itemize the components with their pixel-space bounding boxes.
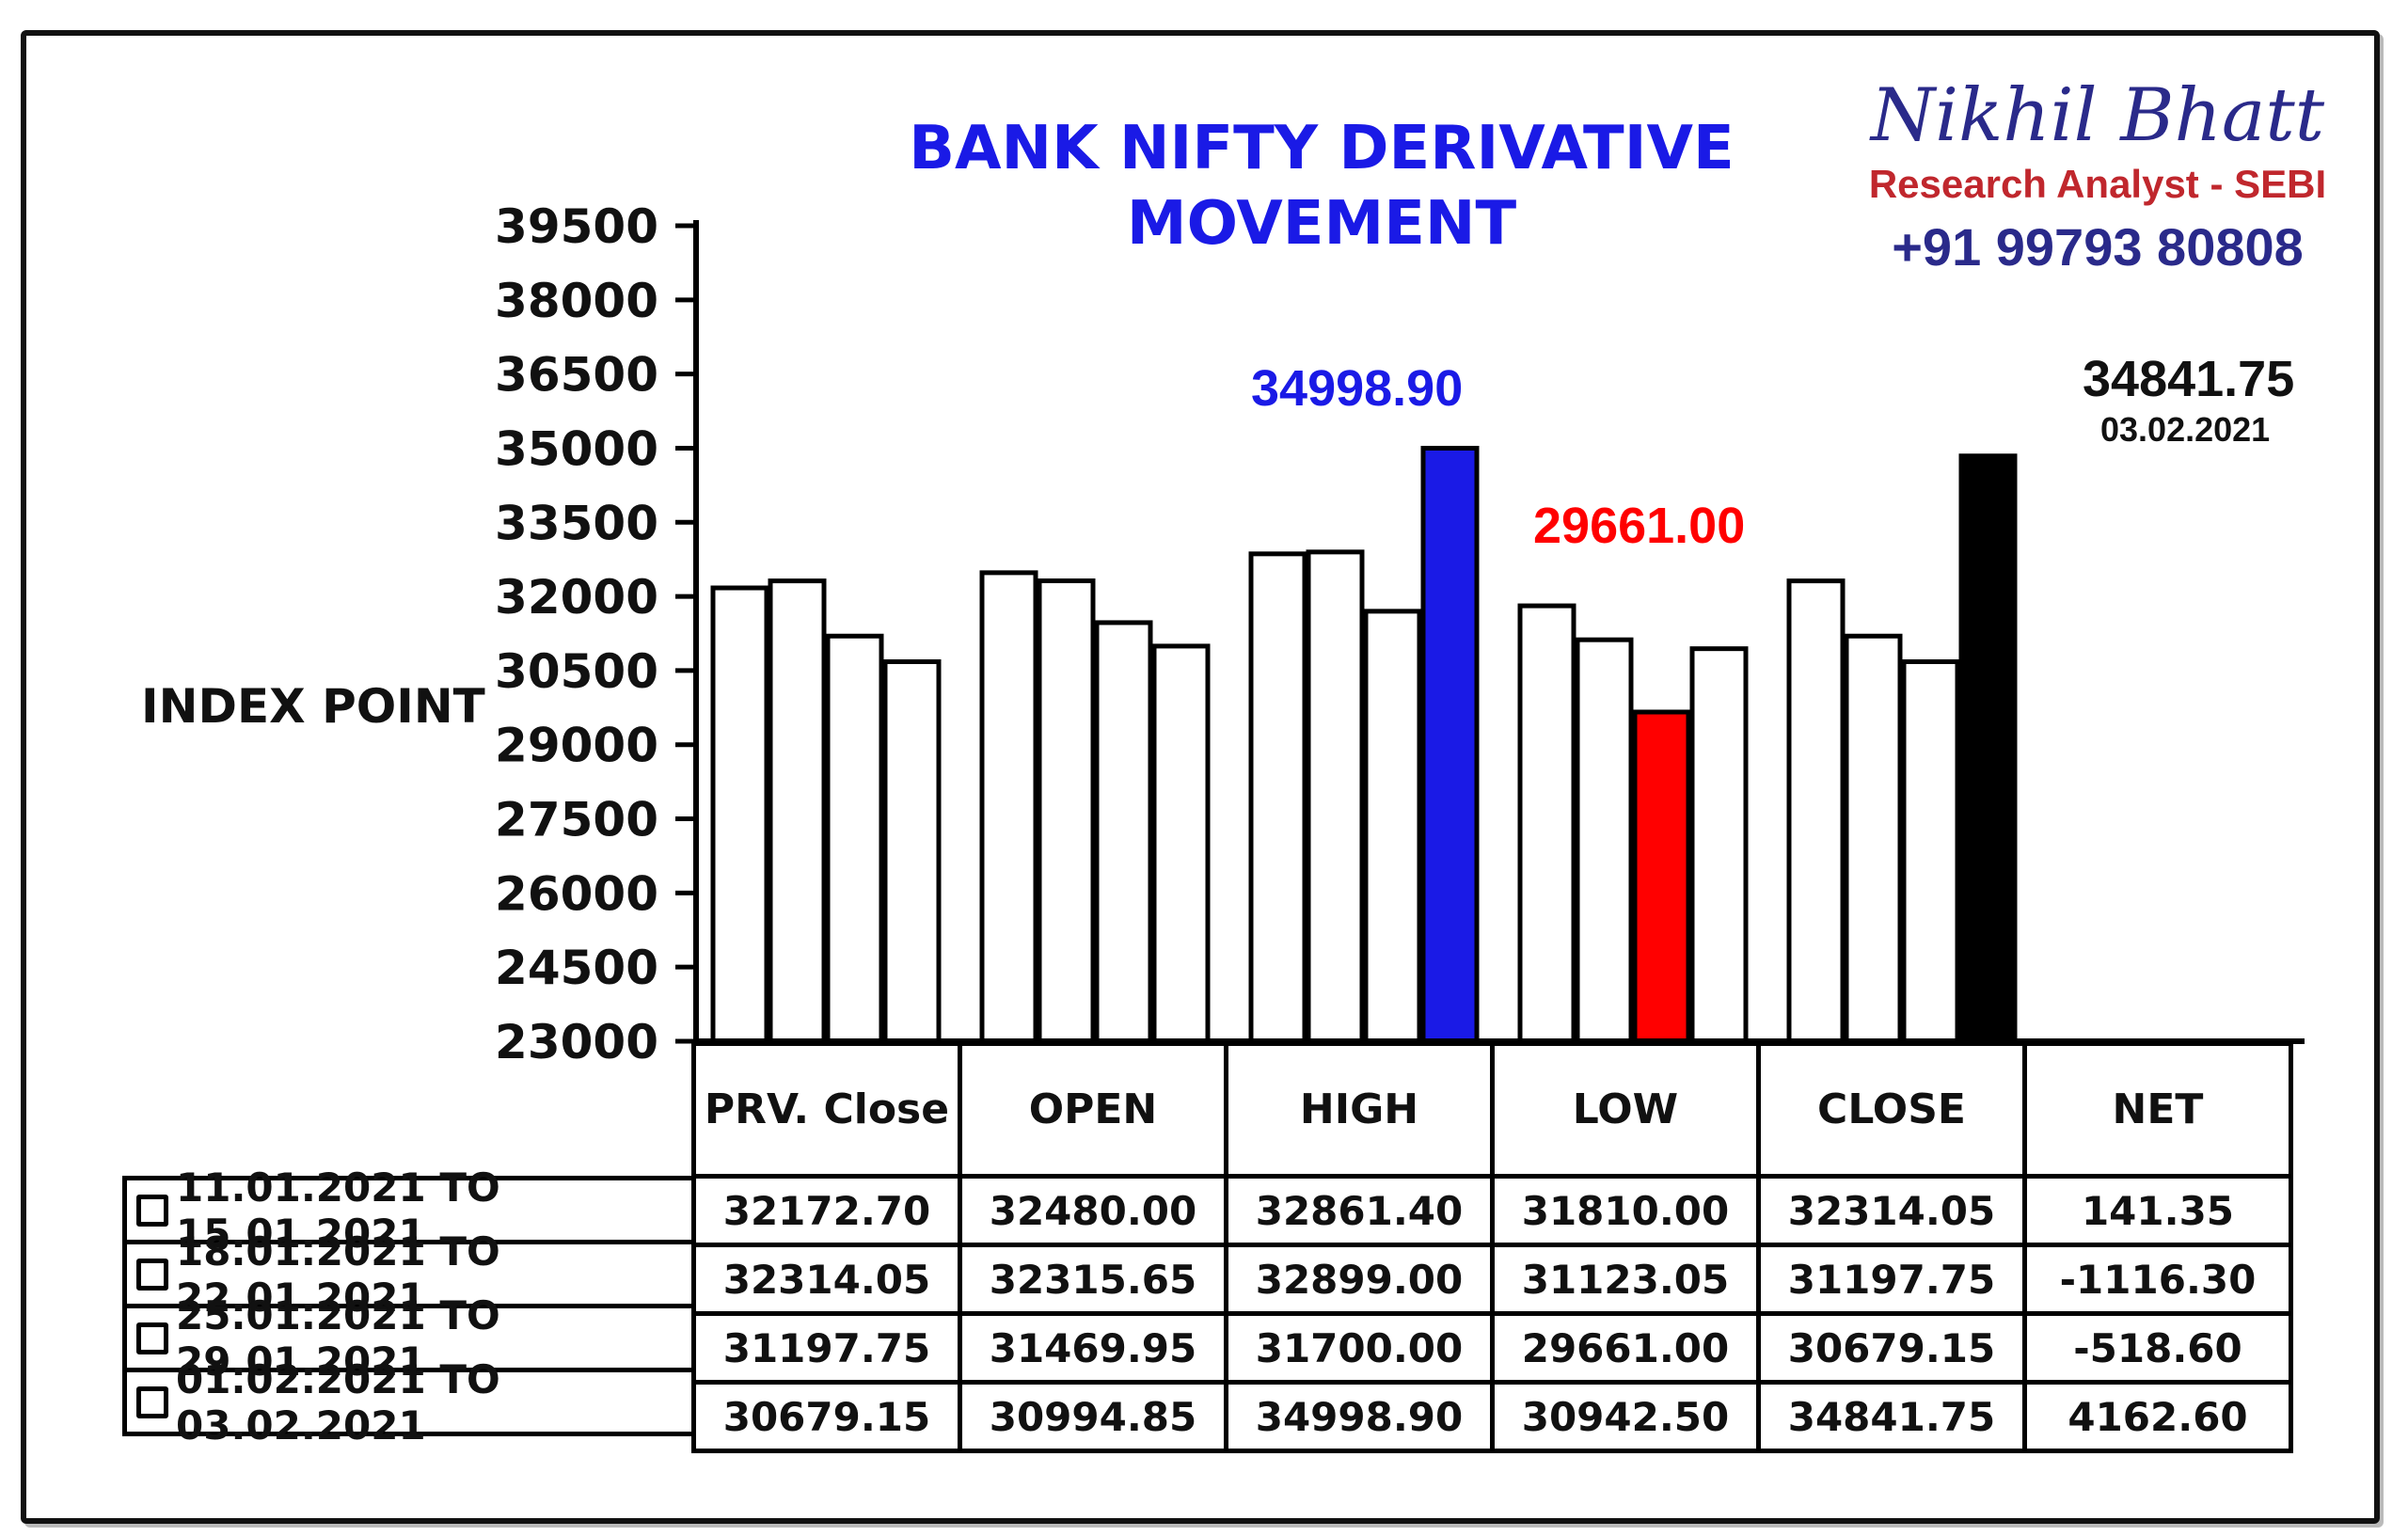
- low-annotation: 29661.00: [1533, 498, 1746, 554]
- table-cell: 30942.50: [1490, 1380, 1761, 1453]
- table-cell: 31700.00: [1224, 1311, 1495, 1385]
- row-label: 11.01.2021 TO 15.01.2021: [122, 1164, 691, 1257]
- row-label-text: 11.01.2021 TO 15.01.2021: [176, 1164, 500, 1257]
- table-cell: 32315.65: [958, 1243, 1228, 1316]
- y-tick-label: 30500: [495, 644, 658, 699]
- table-cell: 31197.75: [691, 1311, 962, 1385]
- header-open: OPEN: [958, 1041, 1228, 1179]
- bar: [825, 633, 884, 1044]
- y-tick-label: 39500: [495, 199, 658, 254]
- table-cell: 34998.90: [1224, 1380, 1495, 1453]
- bar: [1151, 643, 1211, 1044]
- bar: [1844, 633, 1903, 1044]
- table-row: 30679.15 30994.85 34998.90 30942.50 3484…: [691, 1380, 2293, 1453]
- bar: [1306, 549, 1365, 1044]
- y-tick-label: 33500: [495, 496, 658, 550]
- row-labels: 11.01.2021 TO 15.01.2021 18.01.2021 TO 2…: [122, 1164, 691, 1449]
- legend-square-icon: [136, 1322, 168, 1354]
- brand-name: Nikhil Bhatt: [1870, 73, 2325, 158]
- bar: [979, 570, 1038, 1044]
- y-tick-label: 27500: [495, 793, 658, 847]
- table-cell: 32314.05: [691, 1243, 962, 1316]
- row-label-text: 01.02.2021 TO 03.02.2021: [176, 1355, 500, 1449]
- y-tick-label: 23000: [495, 1015, 658, 1069]
- bar: [768, 578, 827, 1044]
- title-line-2: MOVEMENT: [1126, 189, 1517, 259]
- row-label: 18.01.2021 TO 22.01.2021: [122, 1228, 691, 1321]
- y-tick-label: 36500: [495, 348, 658, 403]
- close-annotation: 34841.75: [2083, 351, 2295, 407]
- header-high: HIGH: [1224, 1041, 1495, 1179]
- table-cell: 32172.70: [691, 1174, 962, 1247]
- table-cell: 31810.00: [1490, 1174, 1761, 1247]
- table-cell: -1116.30: [2022, 1243, 2293, 1316]
- table-cell: 32899.00: [1224, 1243, 1495, 1316]
- table-cell: 141.35: [2022, 1174, 2293, 1247]
- table-cell: 30679.15: [1756, 1311, 2027, 1385]
- table-row: 32314.05 32315.65 32899.00 31123.05 3119…: [691, 1243, 2293, 1316]
- legend-square-icon: [136, 1258, 168, 1291]
- bar: [1420, 446, 1480, 1044]
- bar: [882, 658, 942, 1044]
- table-header-row: PRV. Close OPEN HIGH LOW CLOSE NET: [691, 1041, 2293, 1179]
- y-axis-label: INDEX POINT: [141, 679, 485, 734]
- header-prv-close: PRV. Close: [691, 1041, 962, 1179]
- table-cell: -518.60: [2022, 1311, 2293, 1385]
- y-tick-label: 24500: [495, 941, 658, 995]
- table-cell: 31469.95: [958, 1311, 1228, 1385]
- bar: [1517, 603, 1576, 1044]
- row-label-text: 18.01.2021 TO 22.01.2021: [176, 1227, 500, 1321]
- bar: [1094, 620, 1153, 1044]
- y-tick-label: 38000: [495, 274, 658, 328]
- bar: [710, 585, 769, 1044]
- y-tick-label: 35000: [495, 421, 658, 476]
- brand-role: Research Analyst - SEBI: [1868, 162, 2327, 206]
- legend-square-icon: [136, 1386, 168, 1418]
- chart-title: BANK NIFTY DERIVATIVE MOVEMENT: [875, 111, 1768, 261]
- table-cell: 34841.75: [1756, 1380, 2027, 1453]
- table-cell: 30679.15: [691, 1380, 962, 1453]
- table-cell: 30994.85: [958, 1380, 1228, 1453]
- high-annotation: 34998.90: [1251, 360, 1464, 417]
- table-row: 32172.70 32480.00 32861.40 31810.00 3231…: [691, 1174, 2293, 1247]
- close-date-annotation: 03.02.2021: [2100, 410, 2271, 449]
- bar: [1037, 578, 1096, 1044]
- table-cell: 31123.05: [1490, 1243, 1761, 1316]
- table-cell: 32480.00: [958, 1174, 1228, 1247]
- table-cell: 4162.60: [2022, 1380, 2293, 1453]
- table-row: 31197.75 31469.95 31700.00 29661.00 3067…: [691, 1311, 2293, 1385]
- bar: [1575, 637, 1634, 1044]
- bar: [1786, 578, 1846, 1044]
- bar: [1901, 658, 1960, 1044]
- bar: [1958, 453, 2018, 1044]
- legend-square-icon: [136, 1194, 168, 1227]
- title-line-1: BANK NIFTY DERIVATIVE: [909, 114, 1735, 183]
- row-label: 25.01.2021 TO 29.01.2021: [122, 1292, 691, 1385]
- header-low: LOW: [1490, 1041, 1761, 1179]
- bar: [1248, 551, 1307, 1044]
- bar: [1632, 709, 1691, 1044]
- y-tick-label: 26000: [495, 866, 658, 921]
- table-cell: 31197.75: [1756, 1243, 2027, 1316]
- bar: [1363, 609, 1422, 1044]
- data-table: PRV. Close OPEN HIGH LOW CLOSE NET 32172…: [691, 1041, 2293, 1453]
- brand-phone: +91 99793 80808: [1892, 217, 2304, 277]
- y-tick-label: 29000: [495, 719, 658, 773]
- bar: [1689, 646, 1749, 1044]
- row-label: 01.02.2021 TO 03.02.2021: [122, 1356, 691, 1449]
- y-tick-label: 32000: [495, 570, 658, 625]
- row-label-text: 25.01.2021 TO 29.01.2021: [176, 1291, 500, 1385]
- header-close: CLOSE: [1756, 1041, 2027, 1179]
- table-cell: 32314.05: [1756, 1174, 2027, 1247]
- header-net: NET: [2022, 1041, 2293, 1179]
- chart-frame: [21, 30, 2380, 1524]
- table-cell: 32861.40: [1224, 1174, 1495, 1247]
- table-cell: 29661.00: [1490, 1311, 1761, 1385]
